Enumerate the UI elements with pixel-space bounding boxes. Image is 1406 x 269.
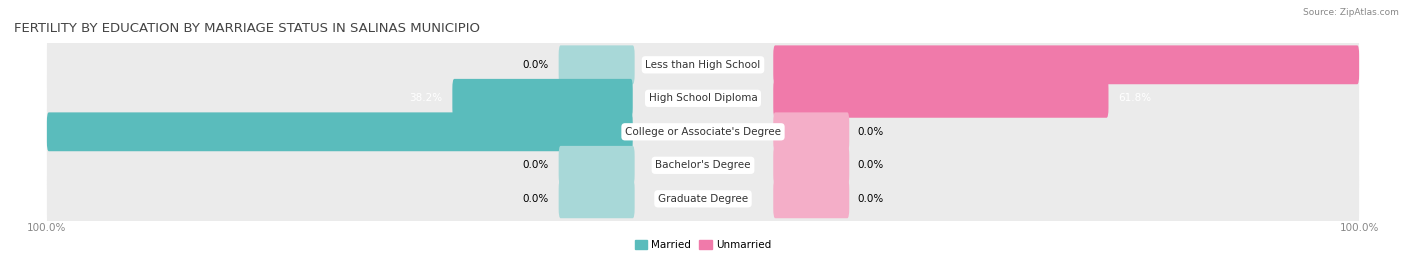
Text: 100.0%: 100.0% [1369, 60, 1406, 70]
FancyBboxPatch shape [773, 146, 849, 185]
Text: 0.0%: 0.0% [858, 194, 883, 204]
Text: 0.0%: 0.0% [523, 60, 548, 70]
FancyBboxPatch shape [773, 179, 849, 218]
FancyBboxPatch shape [46, 112, 633, 151]
Text: College or Associate's Degree: College or Associate's Degree [626, 127, 780, 137]
Text: 100.0%: 100.0% [0, 127, 37, 137]
FancyBboxPatch shape [558, 146, 634, 185]
Text: High School Diploma: High School Diploma [648, 93, 758, 103]
FancyBboxPatch shape [46, 102, 1360, 229]
Text: 0.0%: 0.0% [858, 160, 883, 170]
FancyBboxPatch shape [558, 45, 634, 84]
Legend: Married, Unmarried: Married, Unmarried [630, 236, 776, 254]
Text: Bachelor's Degree: Bachelor's Degree [655, 160, 751, 170]
FancyBboxPatch shape [46, 136, 1360, 262]
FancyBboxPatch shape [773, 45, 1360, 84]
FancyBboxPatch shape [558, 179, 634, 218]
Text: 38.2%: 38.2% [409, 93, 443, 103]
FancyBboxPatch shape [46, 69, 1360, 195]
Text: Graduate Degree: Graduate Degree [658, 194, 748, 204]
Text: 0.0%: 0.0% [858, 127, 883, 137]
FancyBboxPatch shape [46, 35, 1360, 162]
Text: 0.0%: 0.0% [523, 160, 548, 170]
FancyBboxPatch shape [773, 112, 849, 151]
Text: FERTILITY BY EDUCATION BY MARRIAGE STATUS IN SALINAS MUNICIPIO: FERTILITY BY EDUCATION BY MARRIAGE STATU… [14, 22, 479, 35]
Text: Less than High School: Less than High School [645, 60, 761, 70]
FancyBboxPatch shape [46, 2, 1360, 128]
Text: 61.8%: 61.8% [1118, 93, 1152, 103]
FancyBboxPatch shape [453, 79, 633, 118]
Text: Source: ZipAtlas.com: Source: ZipAtlas.com [1303, 8, 1399, 17]
Text: 0.0%: 0.0% [523, 194, 548, 204]
FancyBboxPatch shape [773, 79, 1108, 118]
